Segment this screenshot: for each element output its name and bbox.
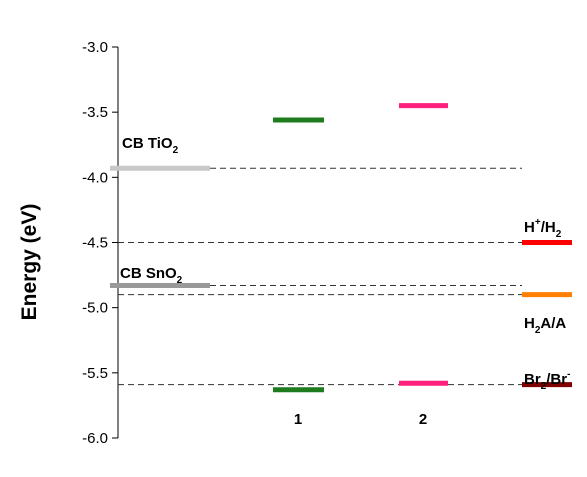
y-tick-label: -4.0 <box>82 169 108 186</box>
y-tick-label: -6.0 <box>82 430 108 447</box>
y-tick-label: -5.0 <box>82 300 108 317</box>
y-ticks: -3.0 -3.5 -4.0 -4.5 -5.0 -5.5 -6.0 <box>82 39 118 447</box>
br2-br-label: Br2/Br- <box>524 369 570 392</box>
y-tick-label: -3.5 <box>82 104 108 121</box>
y-tick-label: -5.5 <box>82 365 108 382</box>
dashed-reference-lines <box>118 167 522 386</box>
energy-levels <box>110 103 572 393</box>
category-label-2: 2 <box>419 411 427 428</box>
h2a-a-label: H2A/A <box>524 315 566 336</box>
h-h2-label: H+/H2 <box>524 217 562 240</box>
cb-sno2-label: CB SnO2 <box>120 265 183 286</box>
y-axis-label: Energy (eV) <box>18 204 41 321</box>
cb-tio2-label: CB TiO2 <box>122 135 179 156</box>
y-tick-label: -4.5 <box>82 235 108 252</box>
category-label-1: 1 <box>294 411 302 428</box>
y-tick-label: -3.0 <box>82 39 108 56</box>
